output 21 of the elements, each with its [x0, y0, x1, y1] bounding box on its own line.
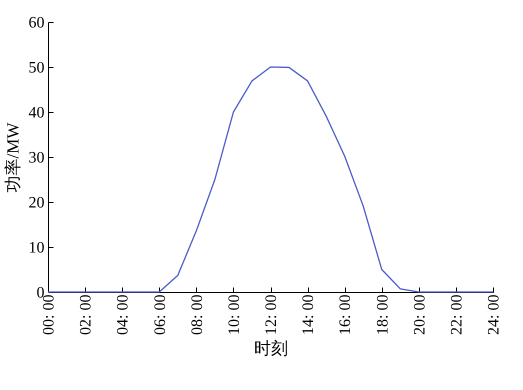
x-tick-label: 14: 00	[300, 294, 318, 335]
x-tick-label: 20: 00	[411, 294, 428, 335]
y-tick-label: 50	[28, 60, 44, 76]
x-tick-label: 12: 00	[263, 294, 280, 335]
y-tick-label: 60	[28, 14, 44, 32]
y-tick-label: 20	[28, 194, 44, 212]
x-tick-label: 02: 00	[78, 294, 95, 335]
x-tick-label: 10: 00	[226, 294, 243, 335]
x-tick-label: 24: 00	[486, 294, 502, 335]
y-tick-label: 40	[28, 104, 44, 122]
x-tick-label: 06: 00	[152, 294, 169, 335]
x-tick-label: 16: 00	[337, 294, 354, 335]
y-axis-title: 功率/MW	[4, 122, 22, 192]
x-axis-title: 时刻	[254, 338, 288, 358]
x-tick-label: 08: 00	[188, 294, 206, 335]
x-tick-label: 22: 00	[448, 294, 466, 335]
y-tick-label: 30	[28, 150, 44, 166]
x-tick-label: 18: 00	[374, 294, 392, 335]
y-tick-label: 0	[36, 284, 44, 302]
x-tick-label: 04: 00	[114, 294, 132, 335]
y-tick-label: 10	[28, 240, 44, 256]
